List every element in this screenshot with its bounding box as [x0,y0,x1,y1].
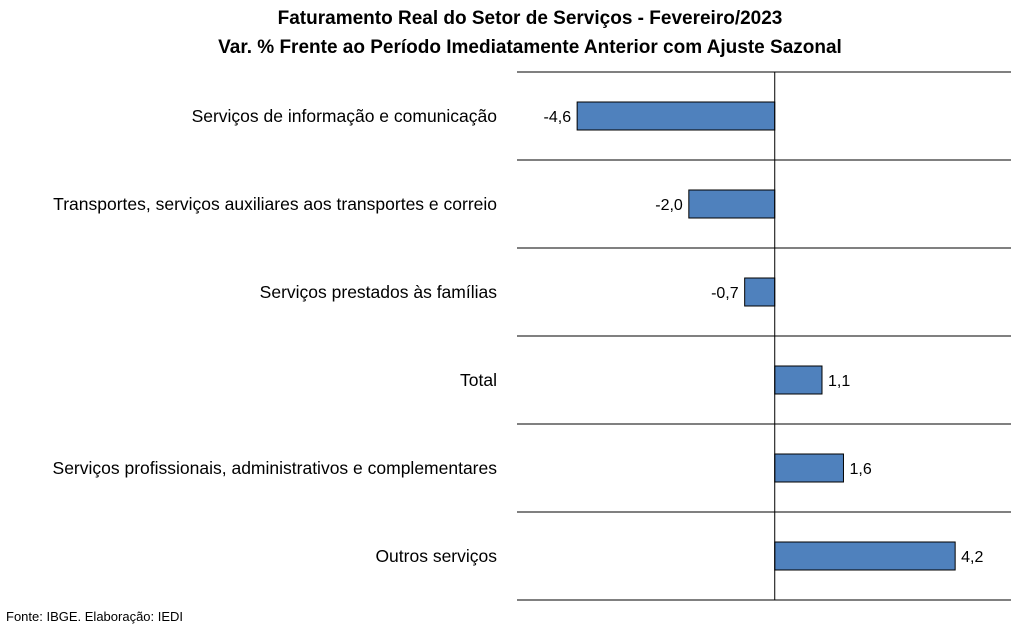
bar [744,277,776,307]
grid-lines [517,71,1011,601]
bar [774,365,823,395]
category-label: Serviços de informação e comunicação [192,106,497,126]
bar [774,541,956,571]
value-label: -0,7 [711,285,739,302]
category-labels: Serviços de informação e comunicação Tran… [53,106,498,566]
category-label: Serviços prestados às famílias [260,282,498,302]
bar [576,101,776,131]
bar [688,189,776,219]
source-note: Fonte: IBGE. Elaboração: IEDI [6,609,184,624]
bar [774,453,844,483]
chart-title: Faturamento Real do Setor de Serviços - … [278,8,783,29]
value-label: 1,1 [828,373,850,390]
category-label: Outros serviços [375,546,497,566]
category-label: Total [460,370,497,390]
chart-subtitle: Var. % Frente ao Período Imediatamente A… [218,37,842,58]
value-label: 1,6 [849,461,871,478]
value-labels: -4,6 -2,0 -0,7 1,1 1,6 4,2 [544,109,984,566]
bars [576,101,956,571]
value-label: -4,6 [544,109,572,126]
category-label: Serviços profissionais, administrativos … [53,458,498,478]
value-label: 4,2 [961,549,983,566]
value-label: -2,0 [655,197,683,214]
category-label: Transportes, serviços auxiliares aos tra… [53,194,497,214]
